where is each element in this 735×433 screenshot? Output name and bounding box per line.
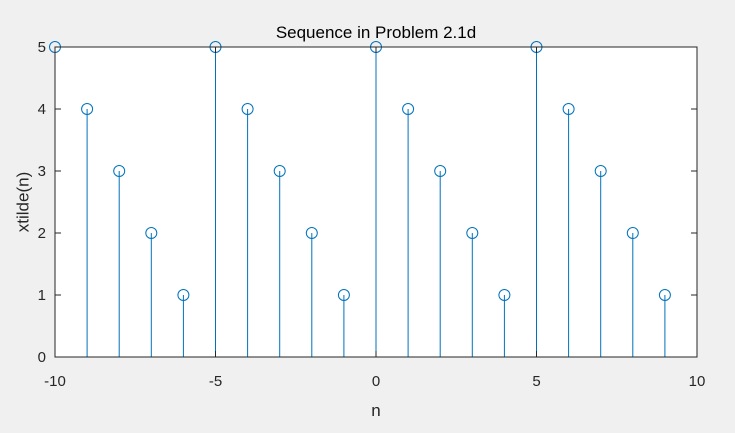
x-tick-label: -10 (44, 373, 66, 390)
stem-marker (145, 227, 158, 239)
stem-marker (626, 227, 639, 239)
stem-marker (337, 289, 350, 301)
x-tick-label: 5 (532, 373, 540, 390)
tick-marks (54, 46, 698, 358)
y-axis-title: xtilde(n) (13, 172, 32, 232)
x-tick-labels: -10 -5 0 5 10 (44, 373, 705, 390)
x-tick-label: -5 (209, 373, 222, 390)
x-tick-label: 10 (689, 373, 706, 390)
stem-marker (434, 165, 447, 177)
chart-title: Sequence in Problem 2.1d (276, 23, 476, 42)
stem-marker (241, 103, 254, 115)
stem-marker (594, 165, 607, 177)
y-tick-label: 1 (38, 287, 46, 304)
y-tick-label: 2 (38, 225, 46, 242)
stem-marker (273, 165, 286, 177)
stem-series (49, 41, 671, 357)
stem-marker (658, 289, 671, 301)
y-tick-label: 5 (38, 39, 46, 56)
x-tick-label: 0 (372, 373, 380, 390)
stem-marker (402, 103, 415, 115)
stem-marker (177, 289, 190, 301)
x-axis-title: n (371, 401, 380, 420)
stem-marker (562, 103, 575, 115)
stem-marker (305, 227, 318, 239)
stem-marker (113, 165, 126, 177)
y-tick-labels: 0 1 2 3 4 5 (38, 39, 46, 366)
stem-marker (498, 289, 511, 301)
stem-marker (466, 227, 479, 239)
y-tick-label: 4 (38, 101, 46, 118)
y-tick-label: 0 (38, 349, 46, 366)
y-tick-label: 3 (38, 163, 46, 180)
stem-marker (81, 103, 94, 115)
